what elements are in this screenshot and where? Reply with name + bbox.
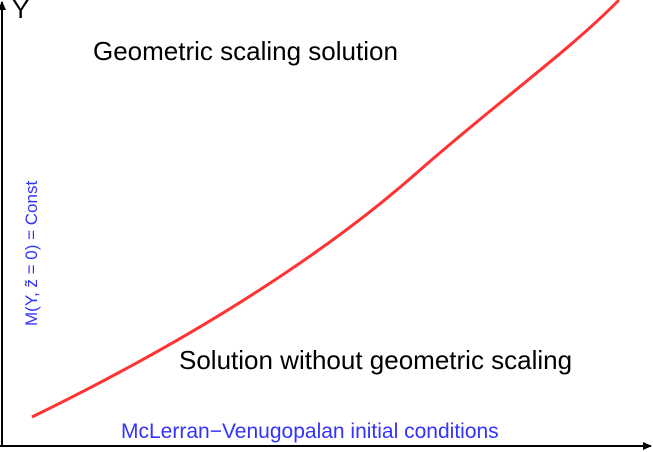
mv-initial-conditions-label: McLerran−Venugopalan initial conditions: [121, 420, 499, 443]
y-axis-label: Y: [12, 0, 30, 24]
no-geometric-scaling-label: Solution without geometric scaling: [179, 345, 573, 375]
boundary-curve: [31, 0, 621, 419]
constant-condition-label: M(Y, z̃ = 0) = Const: [22, 180, 41, 326]
geometric-scaling-label: Geometric scaling solution: [93, 36, 398, 66]
